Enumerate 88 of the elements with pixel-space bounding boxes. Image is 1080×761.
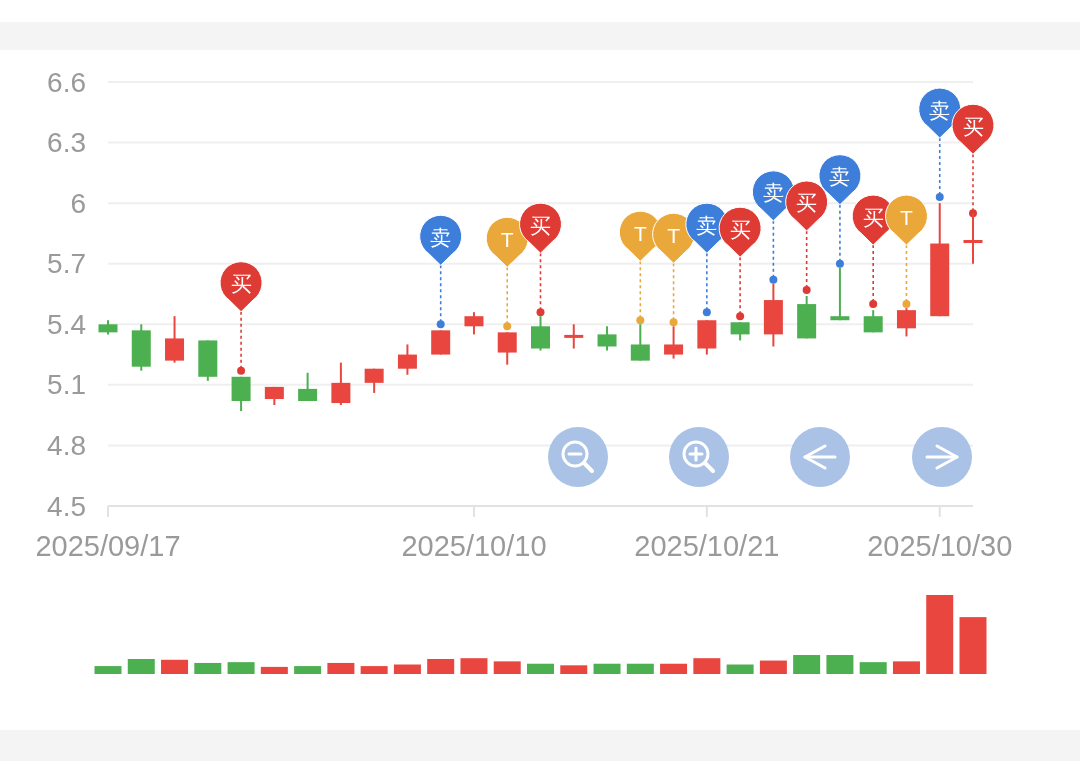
bar — [759, 660, 787, 674]
bar — [859, 662, 887, 674]
candlestick — [730, 321, 750, 342]
point — [636, 316, 645, 325]
candlestick — [564, 323, 584, 350]
candlestick — [331, 361, 351, 407]
point — [237, 366, 246, 375]
data-label: T — [900, 205, 914, 229]
signal-pin: 卖 — [419, 214, 463, 323]
bar — [493, 661, 521, 674]
bar — [726, 664, 754, 674]
bar — [826, 655, 854, 674]
bar — [626, 663, 654, 674]
signal-pin: 买 — [519, 202, 562, 310]
bar — [327, 662, 355, 674]
data-label: 买 — [729, 217, 751, 241]
bar — [260, 666, 288, 674]
bar — [460, 658, 488, 674]
point — [536, 308, 545, 317]
point — [802, 285, 811, 294]
point — [503, 322, 512, 331]
y-tick-label: 5.7 — [47, 248, 86, 280]
bar — [527, 663, 554, 674]
y-tick-label: 6.6 — [47, 66, 86, 98]
data-label: 买 — [230, 272, 252, 296]
bar — [693, 658, 721, 674]
bar — [227, 662, 255, 674]
data-label: 买 — [796, 191, 818, 215]
signal-pin: T — [485, 216, 529, 325]
candlestick — [963, 212, 983, 265]
y-tick-label: 4.5 — [47, 490, 86, 522]
candlestick — [165, 315, 185, 364]
x-tick-label: 2025/10/10 — [401, 530, 547, 562]
bar — [660, 663, 688, 674]
data-label: 卖 — [762, 181, 784, 205]
bar — [892, 661, 920, 674]
y-tick-label: 6.3 — [47, 127, 86, 159]
signal-pin: T — [885, 194, 928, 302]
bar — [194, 662, 222, 674]
point — [702, 308, 711, 317]
bar — [294, 666, 322, 674]
data-label: T — [633, 221, 647, 245]
bar — [161, 659, 189, 674]
point — [769, 275, 778, 284]
y-tick-label: 5.1 — [47, 369, 86, 401]
data-label: T — [500, 227, 514, 251]
candlestick — [298, 371, 318, 403]
bar — [127, 658, 155, 674]
data-label: 买 — [862, 205, 884, 229]
data-label: 卖 — [696, 213, 718, 237]
point — [436, 320, 445, 329]
point — [969, 209, 977, 218]
data-label: 买 — [962, 114, 984, 138]
candlestick — [397, 343, 417, 376]
y-tick-label: 5.4 — [47, 308, 86, 340]
bar — [593, 663, 621, 674]
bar — [793, 655, 821, 674]
y-tick-label: 4.8 — [47, 429, 86, 461]
point — [935, 193, 944, 202]
data-label: 买 — [530, 213, 551, 237]
bar — [94, 666, 122, 674]
data-label: 卖 — [430, 225, 452, 249]
bar — [393, 664, 421, 674]
signal-pin: 买 — [951, 103, 995, 212]
point — [736, 312, 745, 321]
signal-pin: 买 — [785, 180, 829, 288]
candlestick — [597, 325, 617, 352]
point — [902, 300, 911, 309]
bar — [560, 665, 588, 674]
bar — [427, 658, 455, 674]
bar — [926, 595, 954, 674]
candlestick — [497, 331, 517, 366]
y-tick-label: 6 — [70, 187, 86, 219]
data-label: 卖 — [829, 165, 851, 189]
signal-pin: 买 — [718, 206, 762, 314]
bar — [959, 617, 987, 674]
bar — [360, 666, 388, 674]
data-label: 卖 — [929, 98, 951, 122]
data-label: T — [667, 223, 681, 247]
candlestick — [364, 367, 384, 394]
point — [669, 318, 678, 327]
point — [869, 300, 878, 309]
signal-pin: 买 — [219, 261, 263, 369]
point — [835, 259, 844, 268]
x-tick-label: 2025/09/17 — [35, 530, 181, 562]
candlestick — [464, 311, 484, 336]
x-tick-label: 2025/10/30 — [867, 530, 1013, 562]
x-tick-label: 2025/10/21 — [634, 530, 780, 562]
